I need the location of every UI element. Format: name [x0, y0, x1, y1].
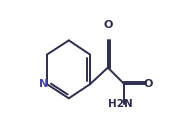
Text: O: O: [103, 20, 113, 30]
Text: H2N: H2N: [108, 99, 133, 109]
Text: N: N: [39, 79, 49, 89]
Text: O: O: [144, 79, 153, 89]
